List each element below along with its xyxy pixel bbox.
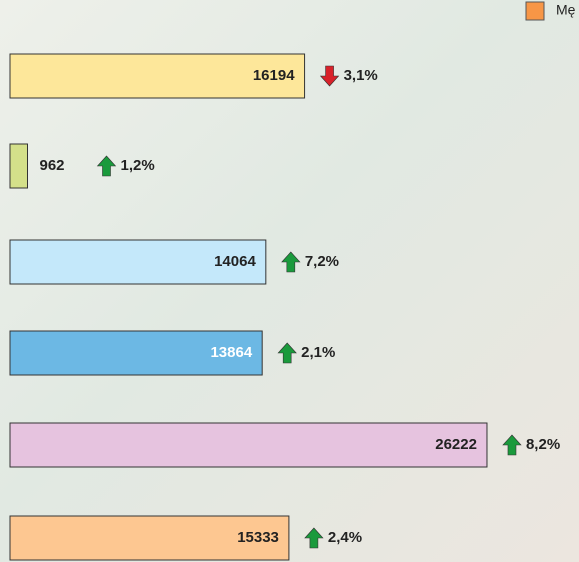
change-label: 7,2% <box>305 253 339 270</box>
value-label: 15333 <box>237 529 279 546</box>
legend-swatch <box>526 2 544 20</box>
change-label: 1,2% <box>120 157 154 174</box>
chart: Mę 16194 3,1% 962 1,2% 14064 7,2% 13864 2,1% 262… <box>0 0 579 562</box>
bar <box>10 423 487 467</box>
change-label: 8,2% <box>526 436 560 453</box>
value-label: 16194 <box>253 67 295 84</box>
change-label: 2,4% <box>328 529 362 546</box>
bar <box>10 144 27 188</box>
legend-label: Mę <box>556 2 576 18</box>
change-label: 3,1% <box>344 67 378 84</box>
change-label: 2,1% <box>301 344 335 361</box>
value-label: 13864 <box>210 344 252 361</box>
value-label: 14064 <box>214 253 256 270</box>
value-label: 26222 <box>435 436 477 453</box>
value-label: 962 <box>39 157 64 174</box>
